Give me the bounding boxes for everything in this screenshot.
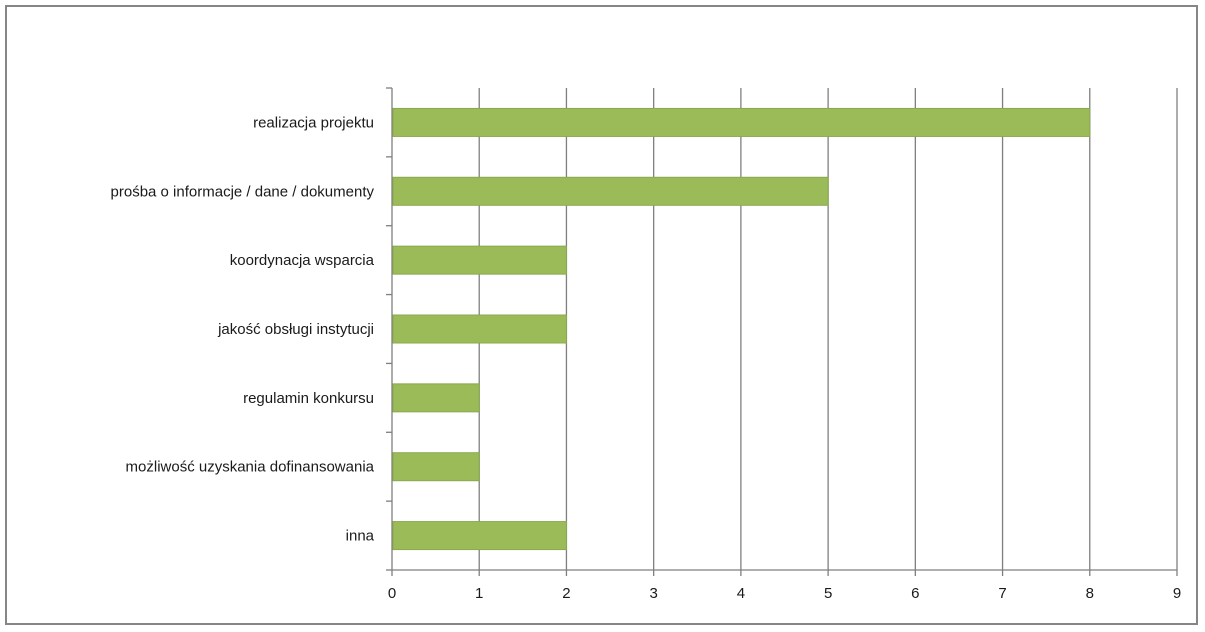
x-tick-label: 8 xyxy=(1086,585,1094,602)
bar xyxy=(392,245,567,275)
category-label: jakość obsługi instytucji xyxy=(217,321,374,338)
category-label: prośba o informacje / dane / dokumenty xyxy=(111,183,375,200)
x-tick-label: 1 xyxy=(475,585,483,602)
x-tick-label: 0 xyxy=(388,585,396,602)
bar xyxy=(392,383,480,413)
x-tick-label: 3 xyxy=(649,585,657,602)
x-tick-label: 7 xyxy=(998,585,1006,602)
category-label: regulamin konkursu xyxy=(243,390,374,407)
bar xyxy=(392,521,567,551)
x-tick-label: 9 xyxy=(1173,585,1181,602)
x-tick-label: 2 xyxy=(562,585,570,602)
x-tick-label: 4 xyxy=(737,585,745,602)
bar xyxy=(392,452,480,482)
category-label: koordynacja wsparcia xyxy=(230,252,375,269)
bar xyxy=(392,176,829,206)
bar xyxy=(392,107,1091,137)
category-label: inna xyxy=(346,528,375,545)
x-tick-label: 6 xyxy=(911,585,919,602)
category-label: możliwość uzyskania dofinansowania xyxy=(126,459,375,476)
bar xyxy=(392,314,567,344)
x-tick-label: 5 xyxy=(824,585,832,602)
category-label: realizacja projektu xyxy=(253,114,374,131)
